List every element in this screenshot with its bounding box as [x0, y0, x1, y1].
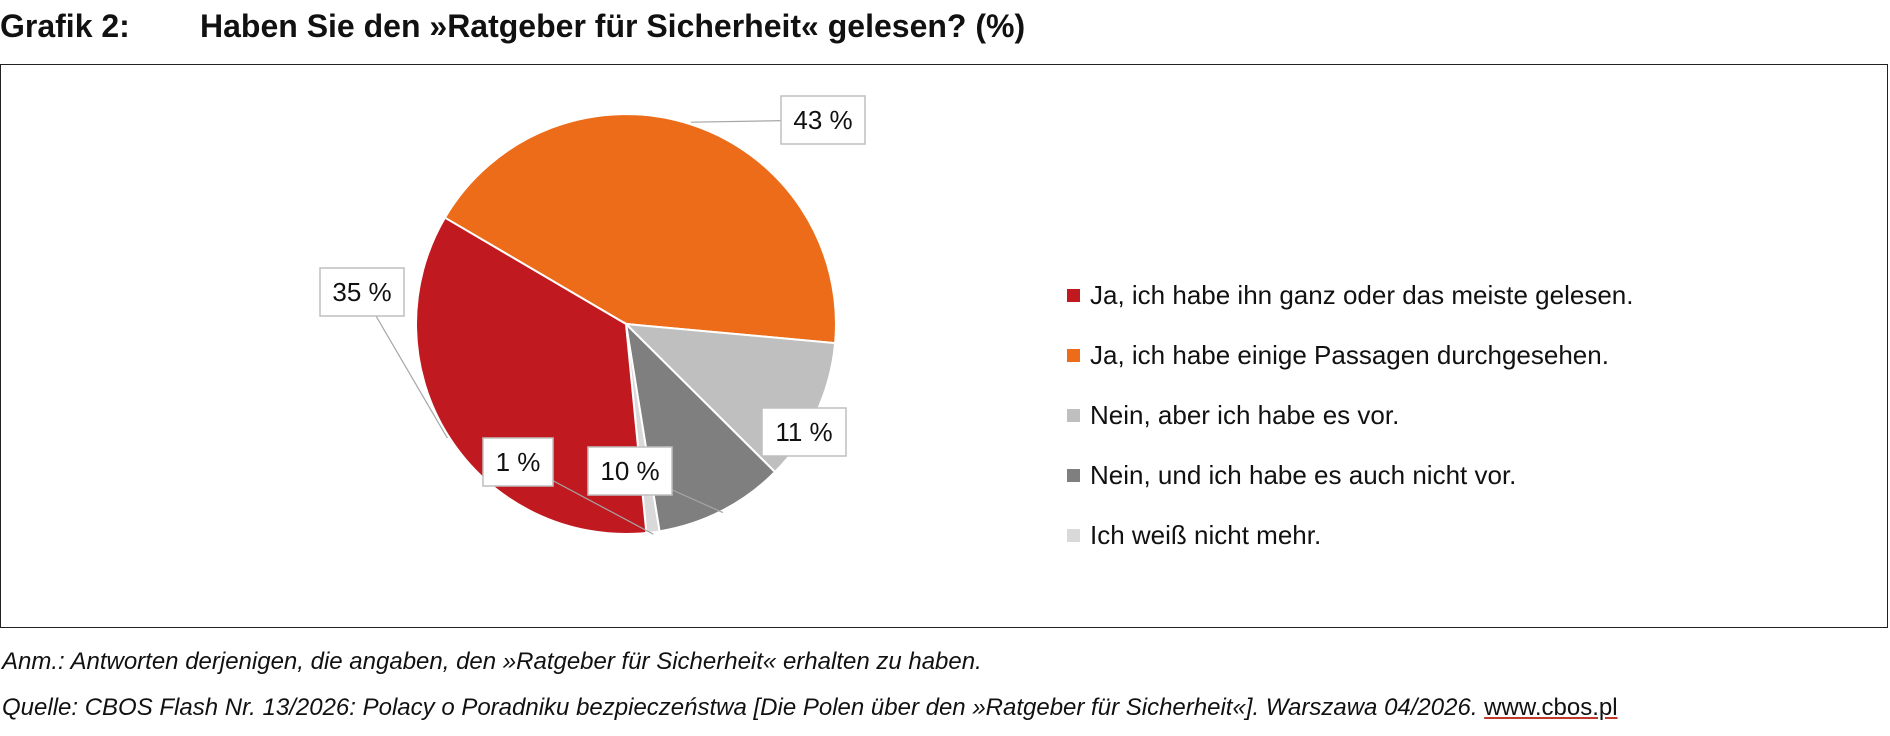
legend: Ja, ich habe ihn ganz oder das meiste ge…: [1067, 265, 1633, 565]
data-label: 43 %: [793, 105, 852, 135]
data-label-box: [780, 95, 866, 145]
chart-source: Quelle: CBOS Flash Nr. 13/2026: Polacy o…: [2, 694, 1618, 722]
legend-swatch: [1067, 528, 1080, 542]
pie-chart: 43 % 11 % 10 % 1 % 35 %: [319, 95, 866, 535]
chart-title: Haben Sie den »Ratgeber für Sicherheit« …: [200, 8, 1026, 44]
chart-title-row: Grafik 2: Haben Sie den »Ratgeber für Sic…: [0, 8, 1025, 45]
legend-item: Ja, ich habe einige Passagen durchgesehe…: [1067, 325, 1633, 385]
legend-label: Ja, ich habe ihn ganz oder das meiste ge…: [1090, 279, 1634, 310]
data-label-box: [482, 437, 554, 487]
chart-frame: 43 % 11 % 10 % 1 % 35 % Ja, ich habe ihn gan…: [0, 64, 1888, 628]
source-text: Quelle: CBOS Flash Nr. 13/2026: Polacy o…: [2, 694, 1485, 721]
chart-note: Anm.: Antworten derjenigen, die angaben,…: [2, 648, 982, 675]
legend-label: Nein, und ich habe es auch nicht vor.: [1090, 459, 1517, 490]
data-label-box: [319, 267, 405, 317]
legend-swatch: [1067, 288, 1080, 302]
legend-item: Ja, ich habe ihn ganz oder das meiste ge…: [1067, 265, 1633, 325]
legend-swatch: [1067, 408, 1080, 422]
legend-label: Ich weiß nicht mehr.: [1090, 519, 1322, 550]
data-label: 35 %: [332, 277, 391, 307]
figure-label: Grafik 2:: [0, 8, 130, 44]
legend-item: Nein, und ich habe es auch nicht vor.: [1067, 445, 1633, 505]
data-label: 1 %: [496, 447, 541, 477]
legend-label: Nein, aber ich habe es vor.: [1090, 399, 1400, 430]
pie-slice: [443, 113, 837, 345]
data-label-box: [761, 407, 847, 457]
legend-swatch: [1067, 468, 1080, 482]
data-label: 10 %: [600, 456, 659, 486]
legend-item: Ich weiß nicht mehr.: [1067, 505, 1633, 565]
legend-swatch: [1067, 348, 1080, 362]
source-link[interactable]: www.cbos.pl: [1484, 694, 1618, 721]
legend-label: Ja, ich habe einige Passagen durchgesehe…: [1090, 339, 1609, 370]
data-label: 11 %: [775, 417, 832, 447]
legend-item: Nein, aber ich habe es vor.: [1067, 385, 1633, 445]
data-label-box: [587, 446, 673, 496]
